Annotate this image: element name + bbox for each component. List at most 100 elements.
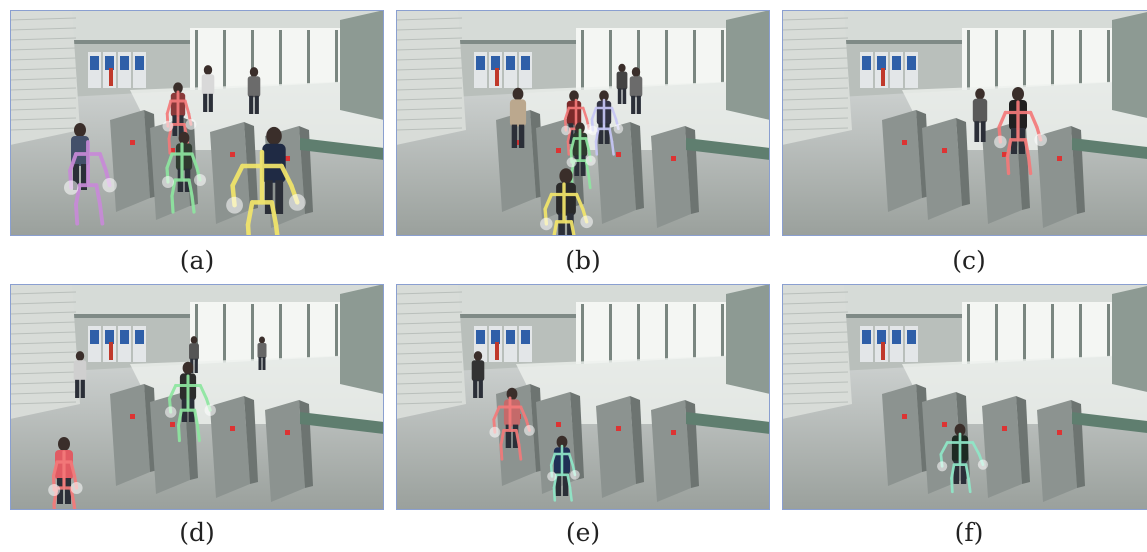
gate-indicator [230,152,235,157]
skeleton-limb [176,423,181,443]
red-panel [109,68,113,86]
person-leg [254,95,259,114]
gate-indicator [170,422,175,427]
fare-gate [210,122,250,224]
hand-marker [1034,133,1047,147]
person-leg [264,180,273,214]
person-head [975,88,985,100]
hand-marker [613,124,624,134]
window-mullion [995,30,998,90]
panel-e [396,284,770,510]
skeleton-limb [183,99,191,116]
skeleton-limb [193,408,200,427]
skeleton-limb [590,106,598,121]
gate-indicator [285,156,290,161]
tile-line [782,127,849,131]
tile-line [396,291,463,295]
ticket-machine-screen [476,56,485,70]
tile-line [396,341,463,345]
person-body [471,360,485,382]
window-mullion [1051,30,1054,90]
tile-line [782,371,849,375]
gate-indicator [1057,156,1062,161]
tile-line [396,351,463,355]
tile-line [396,17,463,21]
skeleton-limb [567,452,575,467]
ticket-machine-screen [892,330,901,344]
glass-wall [726,10,770,120]
hand-marker [165,406,177,418]
window-mullion [581,30,584,90]
window-mullion [1079,30,1082,90]
skeleton-limb [610,140,615,156]
skeleton-limb [69,460,77,478]
tile-line [396,321,463,325]
skeleton-limb [187,178,194,198]
caption-e: (e) [565,518,601,547]
tile-line [10,27,77,31]
skeleton-limb [98,152,108,173]
skeleton-limb [997,110,1008,129]
window-band [576,28,746,90]
panel-a [10,10,384,236]
hand-marker [588,125,598,136]
window-mullion [195,304,198,364]
person-body [257,343,267,358]
window-mullion [721,30,724,90]
tile-line [10,77,77,81]
window-mullion [307,304,310,364]
tile-line [10,301,77,305]
gate-indicator [556,148,561,153]
skeleton-limb [176,408,183,427]
scene-image-b [396,10,770,236]
skeleton-limb [549,452,557,467]
gate-indicator [942,148,947,153]
hand-marker [524,425,535,436]
person-head [599,90,609,102]
skeleton-limb [230,163,245,188]
tiled-pillar [396,284,466,419]
hand-marker [540,217,553,231]
window-mullion [967,304,970,364]
fare-gate [496,110,536,212]
gate-indicator [902,414,907,419]
tile-line [10,351,77,355]
window-mullion [665,304,668,364]
glass-wall [726,284,770,394]
tile-line [782,341,849,345]
hand-marker [561,125,571,136]
window-band [576,302,746,364]
skeleton-limb [72,502,77,510]
scene-image-d [10,284,384,510]
ticket-machine-screen [862,330,871,344]
gate-indicator [671,156,676,161]
tile-line [10,67,77,71]
person-head [178,131,190,145]
skeleton-limb [190,152,199,170]
tile-line [10,17,77,21]
tile-line [782,391,849,395]
hand-marker [162,176,174,188]
tile-line [10,321,77,325]
tile-line [782,321,849,325]
scene-image-a [10,10,384,236]
pose-skeleton [939,432,985,494]
tile-line [782,97,849,101]
ticket-machine-screen [105,330,114,344]
person-leg [974,121,980,142]
person-head [58,437,70,451]
window-mullion [1107,304,1110,364]
tile-line [10,97,77,101]
skeleton-limb [1023,138,1031,159]
person-body [503,399,521,427]
skeleton-limb [167,383,178,401]
person-head [190,336,198,344]
person-leg [558,213,565,236]
skeleton-limb [574,192,585,211]
skeleton-limb [566,140,571,156]
tile-line [10,117,77,121]
window-mullion [581,304,584,364]
tile-line [396,77,463,81]
person-head [182,361,194,375]
gate-indicator [556,422,561,427]
